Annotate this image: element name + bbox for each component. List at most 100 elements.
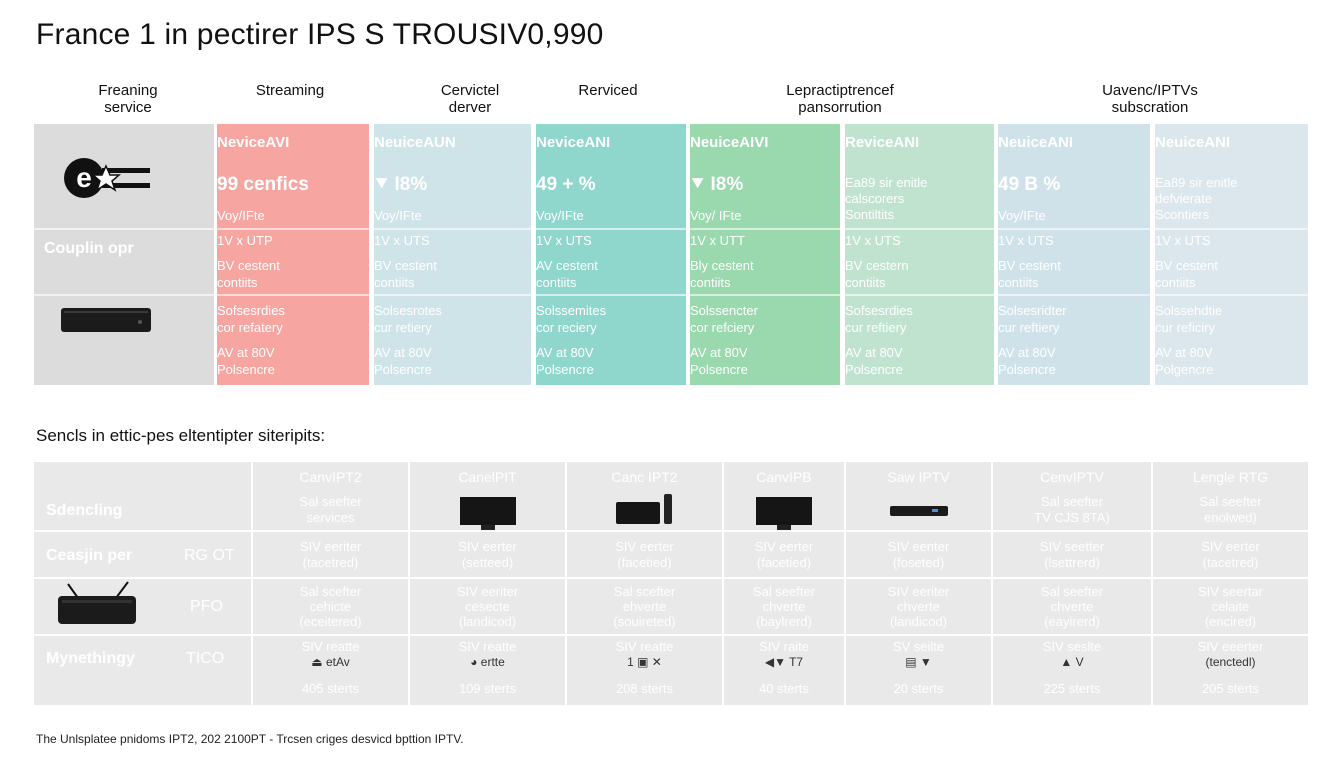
service-content-line1: BV cestent xyxy=(217,258,280,273)
service-connections: 1V x UTP xyxy=(217,233,273,248)
device-row2-line2: (lsettrerd) xyxy=(1044,555,1100,570)
device-row2-line2: (setteed) xyxy=(461,555,514,570)
device-row3-line3: (eayirerd) xyxy=(1044,614,1100,629)
service-content-line1: BV cestent xyxy=(374,258,437,273)
device-row3-line1: SIV eeriter xyxy=(456,584,519,599)
service-highlight: 49 B % xyxy=(998,174,1061,195)
service-price-line2: Polsencre xyxy=(690,362,748,377)
service-content-line1: Bly cestent xyxy=(690,258,754,273)
service-content-line1: AV cestent xyxy=(536,258,598,273)
device-row2-line1: SIV eerter xyxy=(1201,539,1260,554)
device-row3-line2: chverte xyxy=(762,599,806,614)
service-quality: Voy/ IFte xyxy=(690,208,742,223)
device-row1-line2: services xyxy=(306,510,355,525)
app-icons: ⏏ etAv xyxy=(311,655,350,669)
device-row1-line1: Sal seefter xyxy=(299,494,362,509)
logo-letter: e xyxy=(76,162,92,193)
column-header-6: Uavenc/IPTVs subscration xyxy=(1102,82,1198,116)
device-column: CanvIPT2 Sal seefter services SIV eeriter (t… xyxy=(251,462,408,705)
service-price-line1: AV at 80V xyxy=(845,345,903,360)
service-quality: Voy/IFte xyxy=(217,208,265,223)
service-connections: 1V x UTS xyxy=(1155,233,1211,248)
device-rating: 109 sterts xyxy=(458,681,517,696)
device-rating: 20 sterts xyxy=(893,681,944,696)
device-row2-line1: SIV eenter xyxy=(887,539,950,554)
service-connections: 1V x UTT xyxy=(690,233,745,248)
app-icons: ◀▼ T7 xyxy=(764,655,804,669)
service-support-line2: cur reficiry xyxy=(1155,320,1215,335)
device-row3-line3: (souireted) xyxy=(613,614,676,629)
service-highlight: 49 + % xyxy=(536,174,596,195)
service-highlight: ⯆ I8% xyxy=(690,174,744,195)
service-content-line2: contiits xyxy=(536,275,577,290)
device-plan-name: CanvIPB xyxy=(756,469,812,485)
service-price-line2: Polgencre xyxy=(1155,362,1214,377)
service-connections: 1V x UTS xyxy=(998,233,1054,248)
device-row2-line2: (facetied) xyxy=(617,555,672,570)
device-plan-name: CanvIPT2 xyxy=(299,469,362,485)
service-content-line2: contiits xyxy=(690,275,731,290)
service-price-line2: Polsencre xyxy=(845,362,903,377)
device-row3-line3: (encired) xyxy=(1204,614,1257,629)
device-row4-line1: SIV reatte xyxy=(615,639,674,654)
device-row2-line1: SIV eerter xyxy=(615,539,674,554)
device-row2-line2: (facetied) xyxy=(756,555,812,570)
footer-note: The Unlsplatee pnidoms IPT2, 202 2100PT … xyxy=(36,732,464,746)
device-row3-line3: (eceitered) xyxy=(299,614,362,629)
device-column: Canc IPT2 SIV eerter (facetied) Sal scefter… xyxy=(565,462,722,705)
device-row3-line1: SIV eeriter xyxy=(887,584,950,599)
brand-logo-icon: e xyxy=(62,156,152,200)
device-row3-line2: cehicte xyxy=(309,599,352,614)
service-support-line2: cur reftiery xyxy=(845,320,907,335)
device-row3-line2: celaite xyxy=(1211,599,1250,614)
column-header-1: Freaning service xyxy=(98,82,158,116)
device-row4-line1: SIV eeerter xyxy=(1197,639,1264,654)
device-icon xyxy=(459,496,517,537)
device-row3-line3: (landicod) xyxy=(889,614,948,629)
device-row2-line2: (tacetred) xyxy=(302,555,359,570)
service-name: NeviceAVI xyxy=(217,134,290,151)
device-row3-line2: chverte xyxy=(897,599,940,614)
service-highlight: Ea89 sir enitle defvierate Scontiers xyxy=(1155,175,1238,222)
service-support-line1: Solsesridter xyxy=(998,303,1067,318)
device-rating: 205 sterts xyxy=(1201,681,1260,696)
router-icon xyxy=(56,580,138,628)
device-row2-line1: SIV eerter xyxy=(754,539,814,554)
device-row1-line1: Sal seefter xyxy=(1040,494,1104,509)
device-row1-line2: enolwed) xyxy=(1204,510,1257,525)
side-row-label-4: Mynethingy xyxy=(46,650,135,667)
device-row3-line1: Sal seefter xyxy=(752,584,816,599)
service-column: NeuiceANI Ea89 sir enitle defvierate Scon… xyxy=(1155,124,1308,385)
service-name: NeuiceANI xyxy=(998,134,1074,151)
service-highlight: ⯆ I8% xyxy=(374,174,428,195)
device-row3-line1: Sal seefter xyxy=(1040,584,1104,599)
app-icons: ▤ ▼ xyxy=(905,655,932,669)
service-support-line2: cur retiery xyxy=(374,320,432,335)
device-row2-line1: SIV seetter xyxy=(1039,539,1105,554)
section-title: Sencls in ettic-pes eltentipter siteripi… xyxy=(36,426,326,445)
service-price-line1: AV at 80V xyxy=(374,345,432,360)
service-content-line1: BV cestent xyxy=(1155,258,1218,273)
side-row-code-2: RG OT xyxy=(184,547,235,564)
device-rating: 225 sterts xyxy=(1043,681,1101,696)
device-row3-line2: chverte xyxy=(1050,599,1094,614)
service-content-line1: BV cestent xyxy=(998,258,1061,273)
service-support-line2: cor reciery xyxy=(536,320,597,335)
device-plan-name: CenvIPTV xyxy=(1040,469,1104,485)
device-row3-line1: Sal scefter xyxy=(613,584,676,599)
column-header-5: Lepractiptrencef pansorrution xyxy=(786,82,894,116)
service-support-line1: Sofsesrdies xyxy=(217,303,285,318)
device-plan-name: Canc IPT2 xyxy=(611,469,678,485)
service-support-line1: Sofsesrdies xyxy=(845,303,913,318)
service-connections: 1V x UTS xyxy=(845,233,901,248)
column-header-3: Cervictel derver xyxy=(440,82,500,116)
service-support-line2: cur reftiery xyxy=(998,320,1060,335)
device-icon xyxy=(888,502,950,527)
device-row3-line1: SIV seertar xyxy=(1197,584,1264,599)
service-column: NeuiceANI 49 B % Voy/IFte 1V x UTS BV cesten… xyxy=(998,124,1150,385)
column-header-2: Streaming xyxy=(255,82,325,99)
service-content-line2: contiits xyxy=(845,275,886,290)
service-price-line1: AV at 80V xyxy=(998,345,1056,360)
device-rating: 405 sterts xyxy=(301,681,360,696)
device-row3-line3: (landicod) xyxy=(458,614,517,629)
